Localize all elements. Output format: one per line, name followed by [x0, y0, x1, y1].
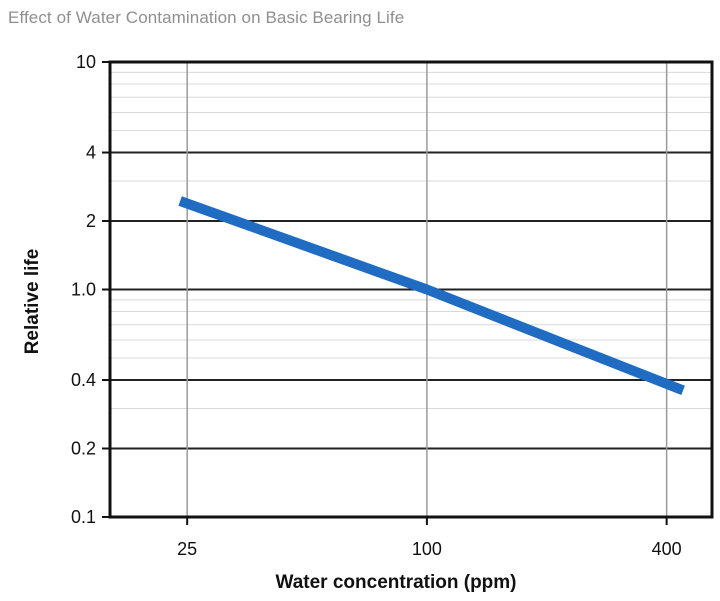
- x-tick-label: 100: [412, 539, 442, 559]
- x-tick-label: 25: [177, 539, 197, 559]
- series-line: [178, 196, 685, 396]
- y-tick-label: 4: [86, 143, 96, 163]
- grid-layer: [110, 61, 712, 518]
- y-tick-label: 1.0: [71, 280, 96, 300]
- y-tick-label: 2: [86, 211, 96, 231]
- series-layer: [178, 196, 685, 396]
- y-axis-label: Relative life: [22, 249, 43, 355]
- y-tick-label: 0.1: [71, 507, 96, 527]
- y-tick-label: 10: [76, 52, 96, 72]
- x-tick-label: 400: [652, 539, 682, 559]
- x-axis-label: Water concentration (ppm): [275, 572, 516, 593]
- y-tick-label: 0.2: [71, 439, 96, 459]
- y-tick-label: 0.4: [71, 370, 96, 390]
- chart-title: Effect of Water Contamination on Basic B…: [8, 8, 405, 27]
- tick-layer: 10 4 2 1.0 0.4 0.2 0.1 25 100 400: [71, 52, 682, 559]
